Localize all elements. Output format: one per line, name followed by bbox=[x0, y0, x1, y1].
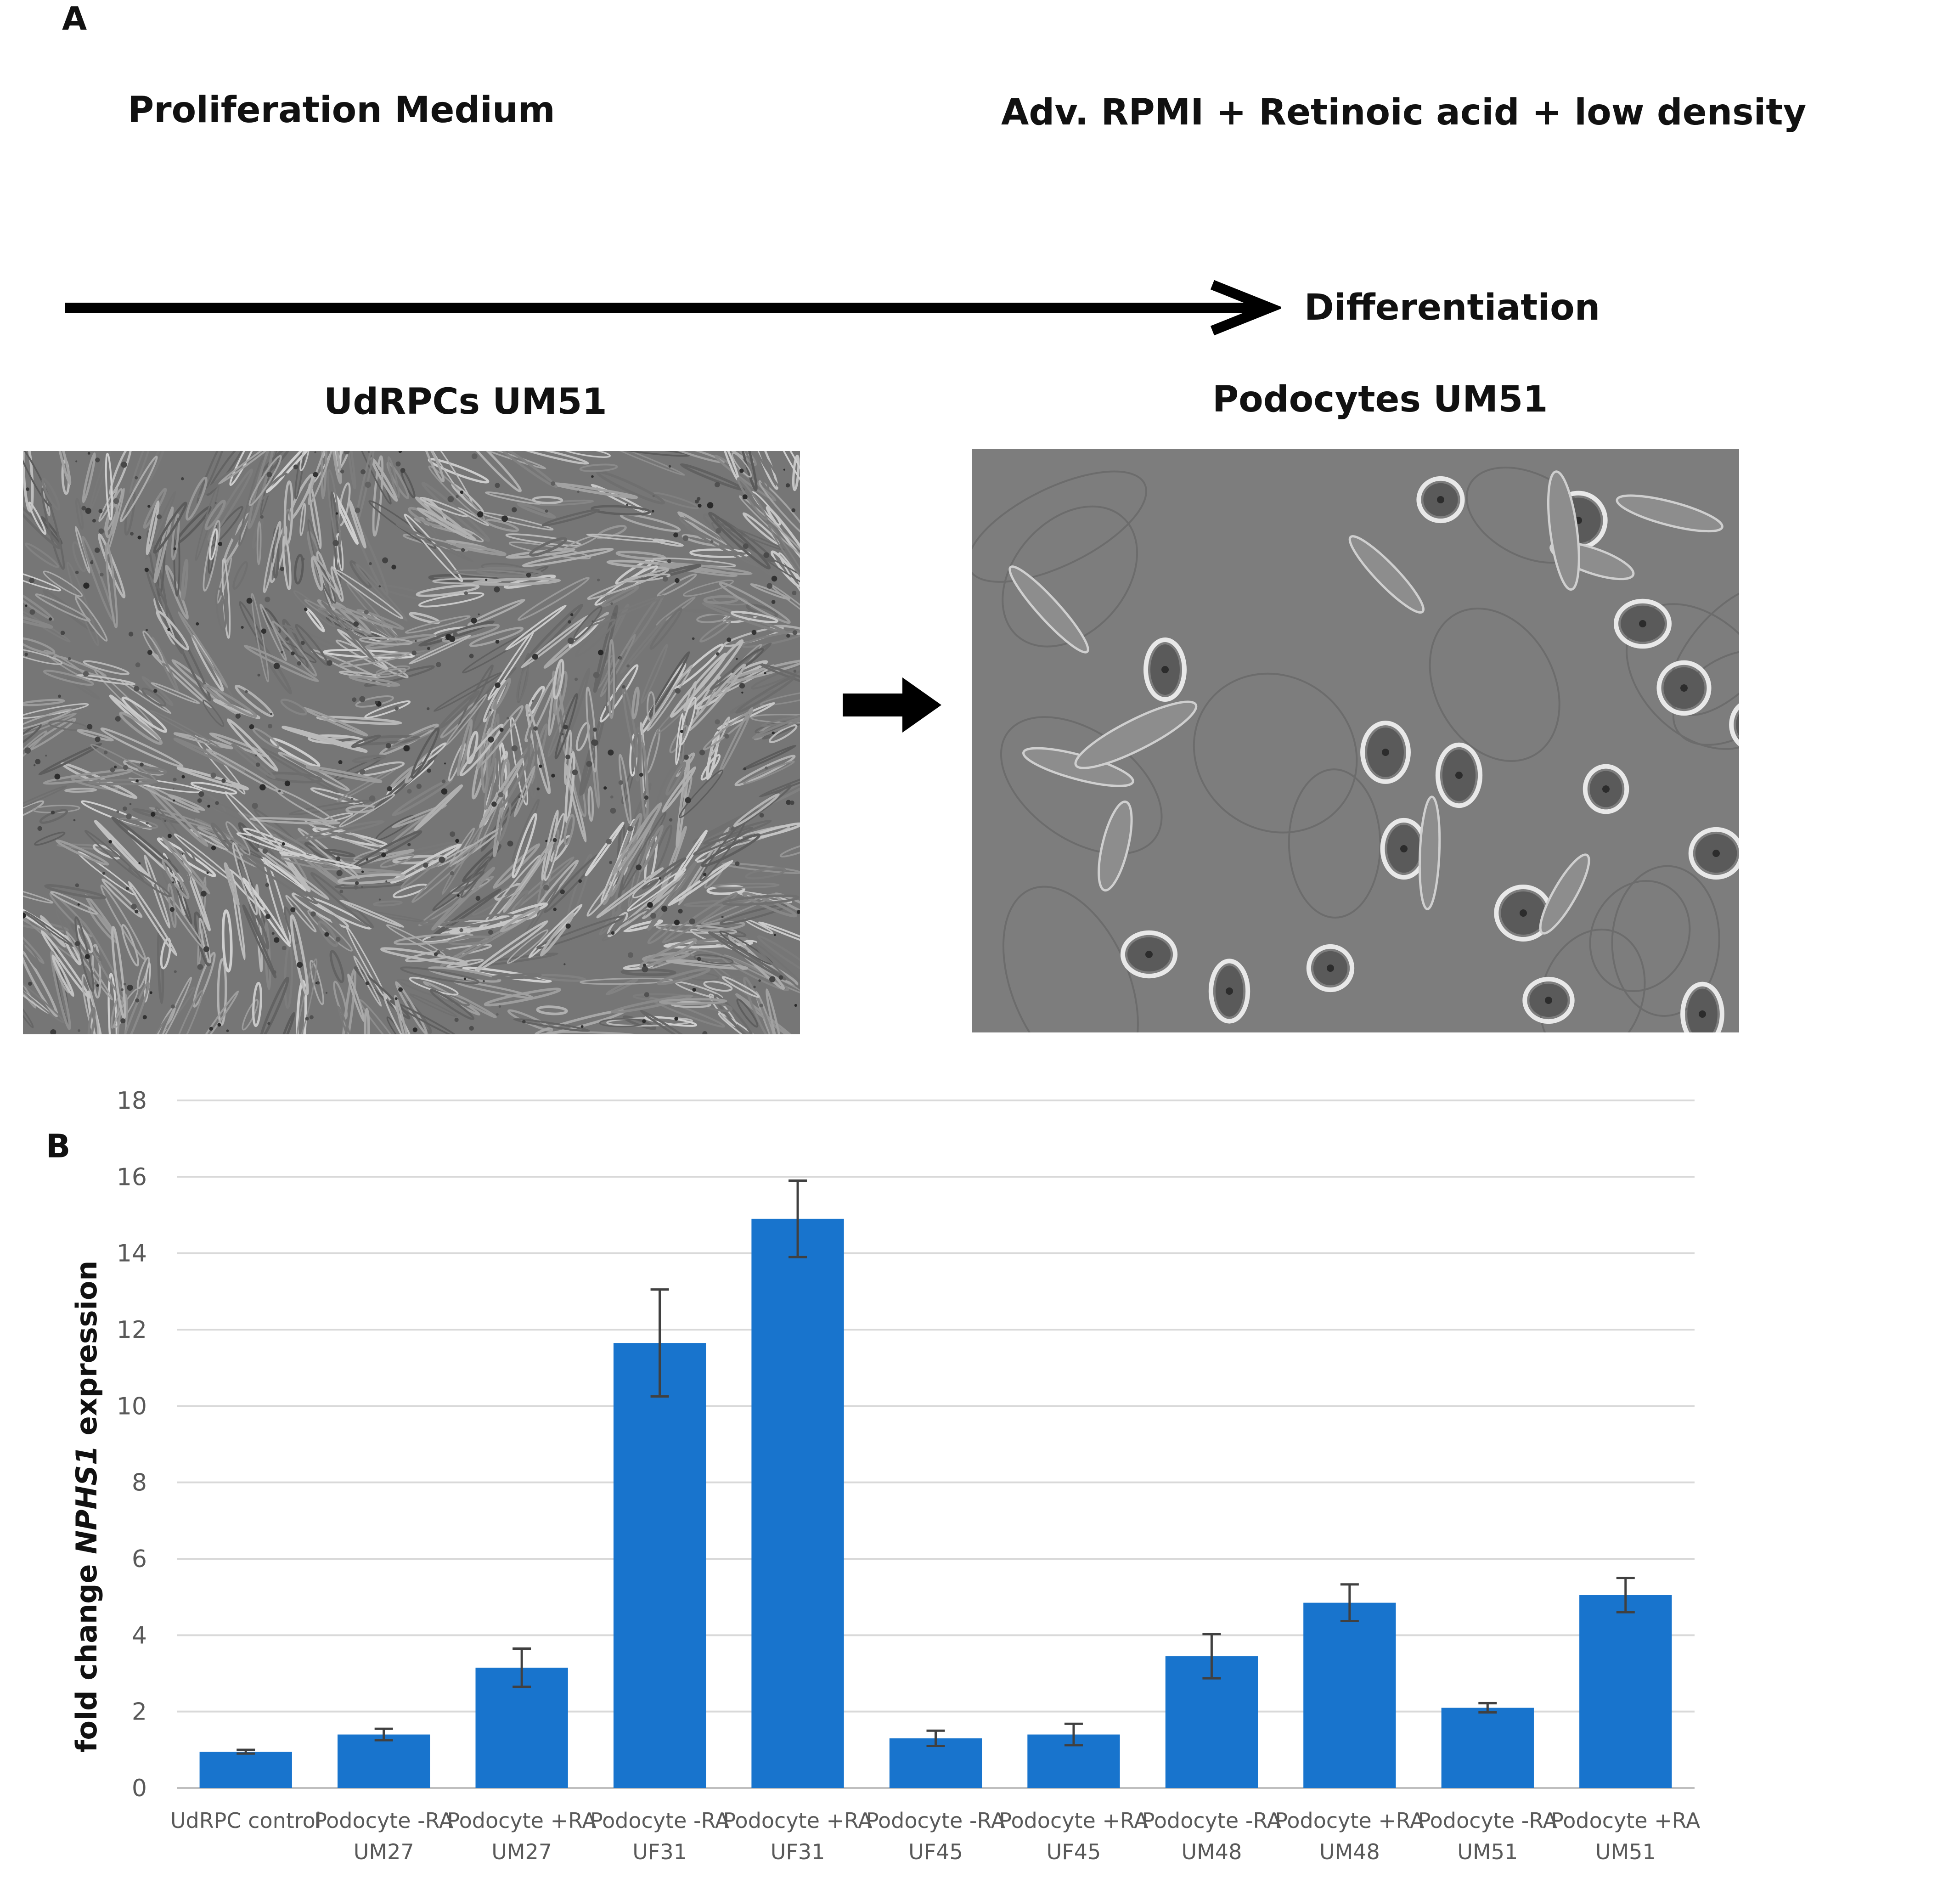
y-tick-label: 16 bbox=[117, 1163, 147, 1191]
y-tick-label: 6 bbox=[132, 1545, 147, 1573]
x-tick-label: Podocyte -RA UM27 bbox=[314, 1808, 454, 1864]
y-tick-label: 10 bbox=[117, 1393, 147, 1420]
error-bar bbox=[374, 1727, 393, 1742]
y-tick-label: 12 bbox=[117, 1316, 147, 1344]
bar bbox=[338, 1734, 430, 1788]
x-tick-label: Podocyte +RA UM27 bbox=[447, 1808, 597, 1864]
error-bar bbox=[650, 1288, 669, 1398]
error-bar bbox=[1064, 1722, 1083, 1747]
y-tick-label: 14 bbox=[117, 1240, 147, 1268]
y-tick-label: 2 bbox=[132, 1698, 147, 1726]
x-tick-label: Podocyte -RA UF45 bbox=[866, 1808, 1006, 1864]
x-tick-label: UdRPC control bbox=[170, 1808, 321, 1833]
x-tick-label: Podocyte +RA UF45 bbox=[999, 1808, 1149, 1864]
error-bar bbox=[513, 1647, 531, 1688]
y-tick-label: 8 bbox=[132, 1469, 147, 1497]
error-bar bbox=[1202, 1633, 1221, 1680]
y-axis-label: fold change NPHS1 expression bbox=[70, 1260, 103, 1752]
bars bbox=[199, 1218, 1672, 1788]
x-tick-label: Podocyte -RA UM51 bbox=[1418, 1808, 1558, 1864]
error-bar bbox=[926, 1729, 945, 1748]
error-bar bbox=[1340, 1583, 1359, 1623]
bar bbox=[613, 1343, 706, 1788]
y-tick-labels: 0 2 4 6 8 10 12 14 16 18 bbox=[117, 1087, 147, 1802]
left-condition-label: Proliferation Medium bbox=[128, 90, 555, 131]
error-bar bbox=[1616, 1577, 1635, 1613]
udrpc-micrograph bbox=[23, 451, 800, 1034]
gridlines bbox=[177, 1100, 1695, 1789]
differentiation-arrow bbox=[65, 280, 1281, 336]
x-tick-label: Podocyte -RA UF31 bbox=[590, 1808, 730, 1864]
error-bar bbox=[237, 1748, 255, 1755]
y-tick-label: 4 bbox=[132, 1622, 147, 1649]
bar bbox=[1303, 1602, 1396, 1788]
panel-a-label: A bbox=[62, 0, 87, 38]
left-image-title: UdRPCs UM51 bbox=[324, 381, 607, 423]
x-tick-label: Podocyte +RA UM48 bbox=[1275, 1808, 1425, 1864]
podocyte-micrograph bbox=[972, 449, 1739, 1032]
right-image-title: Podocytes UM51 bbox=[1212, 379, 1548, 420]
error-bar bbox=[1478, 1702, 1497, 1714]
bar bbox=[1441, 1708, 1534, 1788]
error-bars bbox=[237, 1179, 1635, 1755]
bar bbox=[199, 1751, 292, 1788]
panel-b-label: B bbox=[46, 1128, 71, 1165]
y-tick-label: 0 bbox=[132, 1775, 147, 1802]
bar bbox=[1579, 1595, 1672, 1788]
right-condition-label: Adv. RPMI + Retinoic acid + low density bbox=[1001, 92, 1807, 133]
differentiation-label: Differentiation bbox=[1304, 287, 1600, 328]
y-tick-label: 18 bbox=[117, 1087, 147, 1115]
x-tick-label: Podocyte -RA UM48 bbox=[1142, 1808, 1282, 1864]
x-tick-label: Podocyte +RA UM51 bbox=[1551, 1808, 1701, 1864]
x-tick-label: Podocyte +RA UF31 bbox=[723, 1808, 873, 1864]
error-bar bbox=[789, 1179, 807, 1258]
transition-arrow-icon bbox=[843, 677, 941, 733]
bar bbox=[751, 1218, 844, 1788]
